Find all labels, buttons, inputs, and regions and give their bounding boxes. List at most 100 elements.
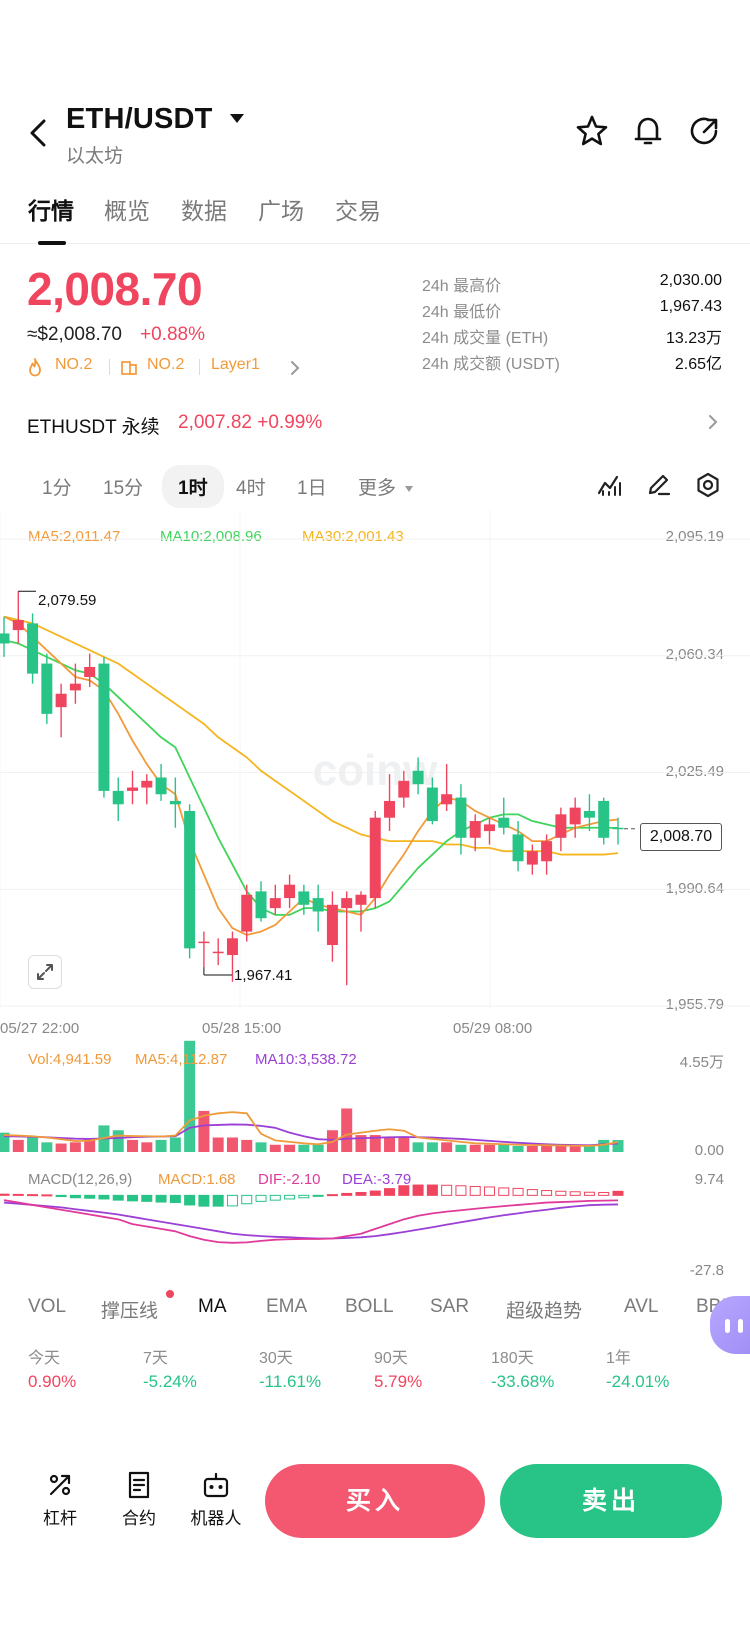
dif-legend: DIF:-2.10 — [258, 1171, 321, 1188]
volume-bar — [569, 1145, 581, 1152]
expand-icon — [37, 964, 53, 980]
tab-data[interactable]: 数据 — [181, 198, 227, 224]
volume-ma5-legend: MA5:4,112.87 — [135, 1051, 228, 1068]
rank-tag-sector[interactable]: NO.2 — [147, 356, 185, 373]
perpetual-name[interactable]: ETHUSDT 永续 — [27, 417, 160, 438]
macd-histogram-bar — [0, 1193, 10, 1196]
volume-bar — [55, 1143, 67, 1152]
interval-more-label: 更多 — [358, 478, 397, 499]
candle-body — [255, 891, 267, 919]
assistant-bubble[interactable] — [710, 1296, 750, 1354]
interval-15m[interactable]: 15分 — [103, 478, 144, 499]
macd-histogram-bar — [141, 1194, 153, 1202]
candle-body — [141, 780, 153, 788]
tab-square[interactable]: 广场 — [258, 198, 304, 224]
candle-body — [483, 824, 495, 832]
price-axis-label: 1,990.64 — [665, 880, 724, 897]
volume-bar — [269, 1144, 281, 1152]
volume-bar — [384, 1137, 396, 1152]
buy-button[interactable]: 买入 — [265, 1464, 485, 1538]
share-icon[interactable] — [686, 113, 722, 149]
indicator-supertrend[interactable]: 超级趋势 — [506, 1301, 583, 1322]
interval-more[interactable]: 更多 — [358, 473, 414, 500]
macd-legend: MACD(12,26,9) — [28, 1171, 133, 1188]
interval-1d[interactable]: 1日 — [297, 478, 327, 499]
sell-button[interactable]: 卖出 — [500, 1464, 722, 1538]
macd-histogram-bar — [355, 1191, 367, 1196]
tab-market[interactable]: 行情 — [28, 198, 74, 224]
chevron-right-icon[interactable] — [289, 359, 301, 377]
indicator-ema[interactable]: EMA — [266, 1296, 308, 1317]
price-usd: ≈$2,008.70 — [27, 324, 122, 345]
macd-histogram-bar — [255, 1194, 267, 1202]
tab-overview[interactable]: 概览 — [104, 198, 150, 224]
star-icon[interactable] — [574, 113, 610, 149]
contract-label: 合约 — [122, 1509, 156, 1528]
candle-body — [398, 780, 410, 798]
indicator-support[interactable]: 撑压线 — [101, 1301, 159, 1322]
high-price-label: 2,079.59 — [38, 592, 97, 609]
kline-chart[interactable]: coinw — [0, 510, 750, 1280]
perpetual-price-change: +0.99% — [257, 412, 323, 433]
indicator-vol[interactable]: VOL — [28, 1296, 67, 1317]
leverage-label: 杠杆 — [43, 1509, 77, 1528]
period-value: -5.24% — [143, 1372, 197, 1391]
perpetual-price[interactable]: 2,007.82 +0.99% — [178, 412, 322, 434]
volume-bar — [455, 1144, 467, 1152]
interval-1h[interactable]: 1时 — [162, 465, 224, 508]
candle-body — [569, 807, 581, 825]
candle-body — [498, 817, 510, 828]
volume-axis-label: 0.00 — [694, 1142, 724, 1159]
candle-body — [0, 633, 10, 644]
candle-body — [12, 620, 24, 631]
price-axis-label: 2,095.19 — [665, 528, 724, 545]
volume-legend: Vol:4,941.59 — [28, 1051, 112, 1068]
volume-bar — [241, 1139, 253, 1152]
caret-down-icon[interactable] — [228, 111, 246, 125]
indicator-sar[interactable]: SAR — [430, 1296, 470, 1317]
indicator-boll[interactable]: BOLL — [345, 1296, 394, 1317]
volume-ma10-line — [3, 1123, 619, 1147]
bell-icon[interactable] — [630, 113, 666, 149]
candle-body — [526, 851, 538, 865]
period-value: -11.61% — [259, 1372, 322, 1391]
macd-histogram-bar — [512, 1187, 524, 1196]
pencil-icon[interactable] — [645, 471, 673, 499]
macd-axis-label: 9.74 — [694, 1171, 724, 1188]
rank-tag-layer[interactable]: Layer1 — [211, 356, 260, 373]
macd-histogram-bar — [226, 1194, 238, 1207]
macd-histogram-bar — [598, 1191, 610, 1196]
macd-histogram-bar — [298, 1194, 310, 1199]
candle-body — [69, 683, 81, 691]
indicator-selector: VOL 撑压线 MA EMA BOLL SAR 超级趋势 AVL BBI — [0, 1290, 750, 1330]
indicator-avl[interactable]: AVL — [624, 1296, 659, 1317]
period-label: 180天 — [491, 1350, 534, 1367]
stat-row-high: 24h 最高价 2,030.00 — [422, 272, 722, 298]
low-price-label: 1,967.41 — [234, 967, 293, 984]
bot-button[interactable]: 机器人 — [181, 1470, 251, 1529]
interval-selector: 1分 15分 1时 4时 1日 更多 — [0, 463, 750, 509]
rank-tag-hot[interactable]: NO.2 — [55, 356, 93, 373]
header: ETH/USDT 以太坊 — [0, 95, 750, 175]
volume-bar — [169, 1137, 181, 1152]
candle-body — [441, 794, 453, 805]
interval-1m[interactable]: 1分 — [42, 478, 72, 499]
leverage-button[interactable]: 杠杆 — [25, 1470, 95, 1529]
expand-chart-button[interactable] — [28, 955, 62, 989]
indicator-icon[interactable] — [596, 471, 624, 499]
settings-icon[interactable] — [694, 471, 722, 499]
back-arrow-icon[interactable] — [22, 115, 58, 151]
candle-body — [127, 787, 139, 791]
chevron-right-icon[interactable] — [705, 412, 721, 432]
volume-bar — [426, 1142, 438, 1152]
contract-button[interactable]: 合约 — [104, 1470, 174, 1529]
macd-histogram-bar — [184, 1194, 196, 1206]
main-tabs: 行情 概览 数据 广场 交易 — [0, 186, 750, 245]
macd-histogram-bar — [84, 1194, 96, 1199]
pair-title[interactable]: ETH/USDT — [66, 103, 213, 135]
bubble-eye-icon — [725, 1319, 730, 1333]
macd-histogram-bar — [455, 1185, 467, 1196]
interval-4h[interactable]: 4时 — [236, 478, 266, 499]
tab-trade[interactable]: 交易 — [335, 198, 381, 224]
indicator-ma[interactable]: MA — [198, 1296, 227, 1317]
